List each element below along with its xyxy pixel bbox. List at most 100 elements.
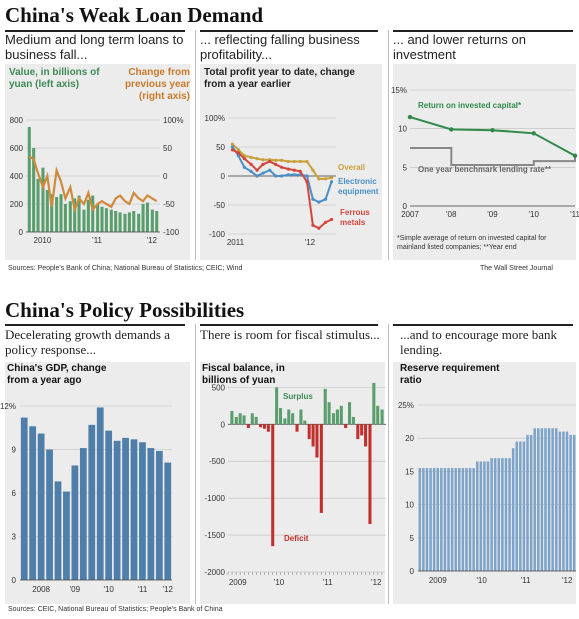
x-tick-label: '09 (70, 585, 81, 594)
y-tick-label: -100 (209, 230, 226, 239)
loan-value-bar (150, 209, 154, 232)
y-tick-label: -500 (209, 457, 226, 466)
x-tick-label: '09 (487, 210, 498, 219)
rrr-bar (537, 428, 540, 571)
rrr-bar (529, 434, 533, 571)
panel2-rule (200, 30, 378, 32)
rrr-bar (533, 428, 536, 571)
loan-value-bar (73, 198, 77, 232)
loan-value-bar (82, 209, 86, 232)
loan-value-bar (55, 197, 59, 232)
profit-point (236, 151, 241, 155)
y-tick-label: 15% (391, 86, 407, 95)
gdp-bar (164, 462, 172, 580)
rrr-bar (511, 448, 515, 571)
surplus-bar (278, 408, 283, 425)
x-tick-label: 2009 (429, 576, 447, 585)
separator (388, 30, 389, 260)
deficit-bar (315, 424, 319, 458)
gdp-bar (63, 491, 70, 580)
loan-value-bar (114, 211, 118, 232)
loan-value-bar (50, 194, 54, 232)
rrr-bar (562, 431, 565, 571)
y-tick-label: 0 (410, 567, 415, 576)
roic-label: Return on invested capital* (418, 101, 522, 110)
rrr-bar (493, 458, 497, 571)
x-tick-label: '11 (323, 578, 333, 587)
panel3-rule (393, 30, 573, 32)
profit-point (323, 197, 328, 201)
bottom-sources: Sources: CEIC, National Bureau of Statis… (8, 606, 223, 613)
rrr-bar (443, 468, 447, 571)
surplus-bar (291, 413, 295, 425)
y-tick-label: 5 (403, 163, 408, 172)
rrr-bar (522, 441, 526, 571)
left-y-tick-label: 600 (10, 144, 24, 153)
fiscal-chart-background (200, 362, 385, 604)
profit-point (274, 174, 278, 178)
surplus-bar (327, 402, 331, 425)
right-y-tick-label: 100% (163, 116, 183, 125)
fiscal-subtitle: There is room for fiscal stimulus... (200, 327, 380, 342)
profit-point (292, 173, 296, 177)
y-tick-label: 9 (12, 446, 17, 455)
wsj-credit: The Wall Street Journal (480, 265, 553, 272)
loan-value-bar (145, 202, 149, 232)
profit-point (280, 165, 284, 169)
y-tick-label: -1500 (205, 531, 226, 540)
rrr-bar (544, 428, 547, 571)
gdp-bar (71, 465, 79, 580)
profit-point (255, 168, 259, 172)
loan-value-bar (100, 206, 104, 232)
deficit-bar (360, 424, 364, 436)
x-tick-label: 2007 (401, 210, 419, 219)
y-tick-label: 500 (212, 383, 226, 392)
profit-point (286, 167, 290, 171)
gdp-bar (147, 448, 155, 580)
gdp-bar (122, 437, 129, 580)
loan-value-bar (123, 213, 127, 232)
y-tick-label: 5 (410, 534, 415, 543)
loan-value-bar (137, 213, 141, 232)
deficit-bar (344, 424, 348, 428)
y-tick-label: 0 (221, 420, 226, 429)
surplus-bar (230, 411, 234, 425)
profit-point (249, 162, 253, 166)
rrr-bar (569, 434, 572, 571)
profit-point (255, 157, 259, 161)
rrr-bar (504, 458, 508, 571)
gdp-bar (46, 449, 53, 580)
rrr-bar (508, 458, 511, 571)
surplus-bar (372, 382, 376, 425)
rrr-bar (450, 468, 454, 571)
surplus-bar (348, 402, 352, 425)
deficit-label: Deficit (284, 534, 309, 543)
x-tick-label: '10 (529, 210, 540, 219)
rrr-bar (540, 428, 544, 571)
profit-point (268, 159, 272, 164)
series-label: Overall (338, 163, 365, 172)
panel1-rule (5, 324, 185, 326)
loans-right-axis-label: Change from previous year (right axis) (124, 67, 190, 102)
surplus-bar (376, 405, 380, 425)
surplus-bar (250, 413, 254, 425)
profit-point (261, 171, 265, 175)
rrr-bar (490, 458, 493, 571)
profit-point (305, 174, 309, 178)
returns-footnote: *Simple average of return on invested ca… (397, 235, 547, 251)
deficit-bar (271, 424, 275, 547)
y-tick-label: 25% (398, 401, 414, 410)
loan-value-bar (59, 194, 63, 232)
profit-point (329, 180, 334, 184)
x-tick-label: '11 (92, 236, 102, 245)
fiscal-chart-label: Fiscal balance, in billions of yuan (202, 363, 285, 386)
right-y-tick-label: -100 (163, 228, 180, 237)
series-label: Electronic equipment (338, 177, 379, 196)
rrr-bar (472, 468, 475, 571)
rrr-bar (526, 434, 529, 571)
profit-point (329, 176, 334, 180)
profit-point (280, 158, 284, 162)
gdp-bar (139, 442, 146, 580)
y-tick-label: -50 (213, 201, 225, 210)
